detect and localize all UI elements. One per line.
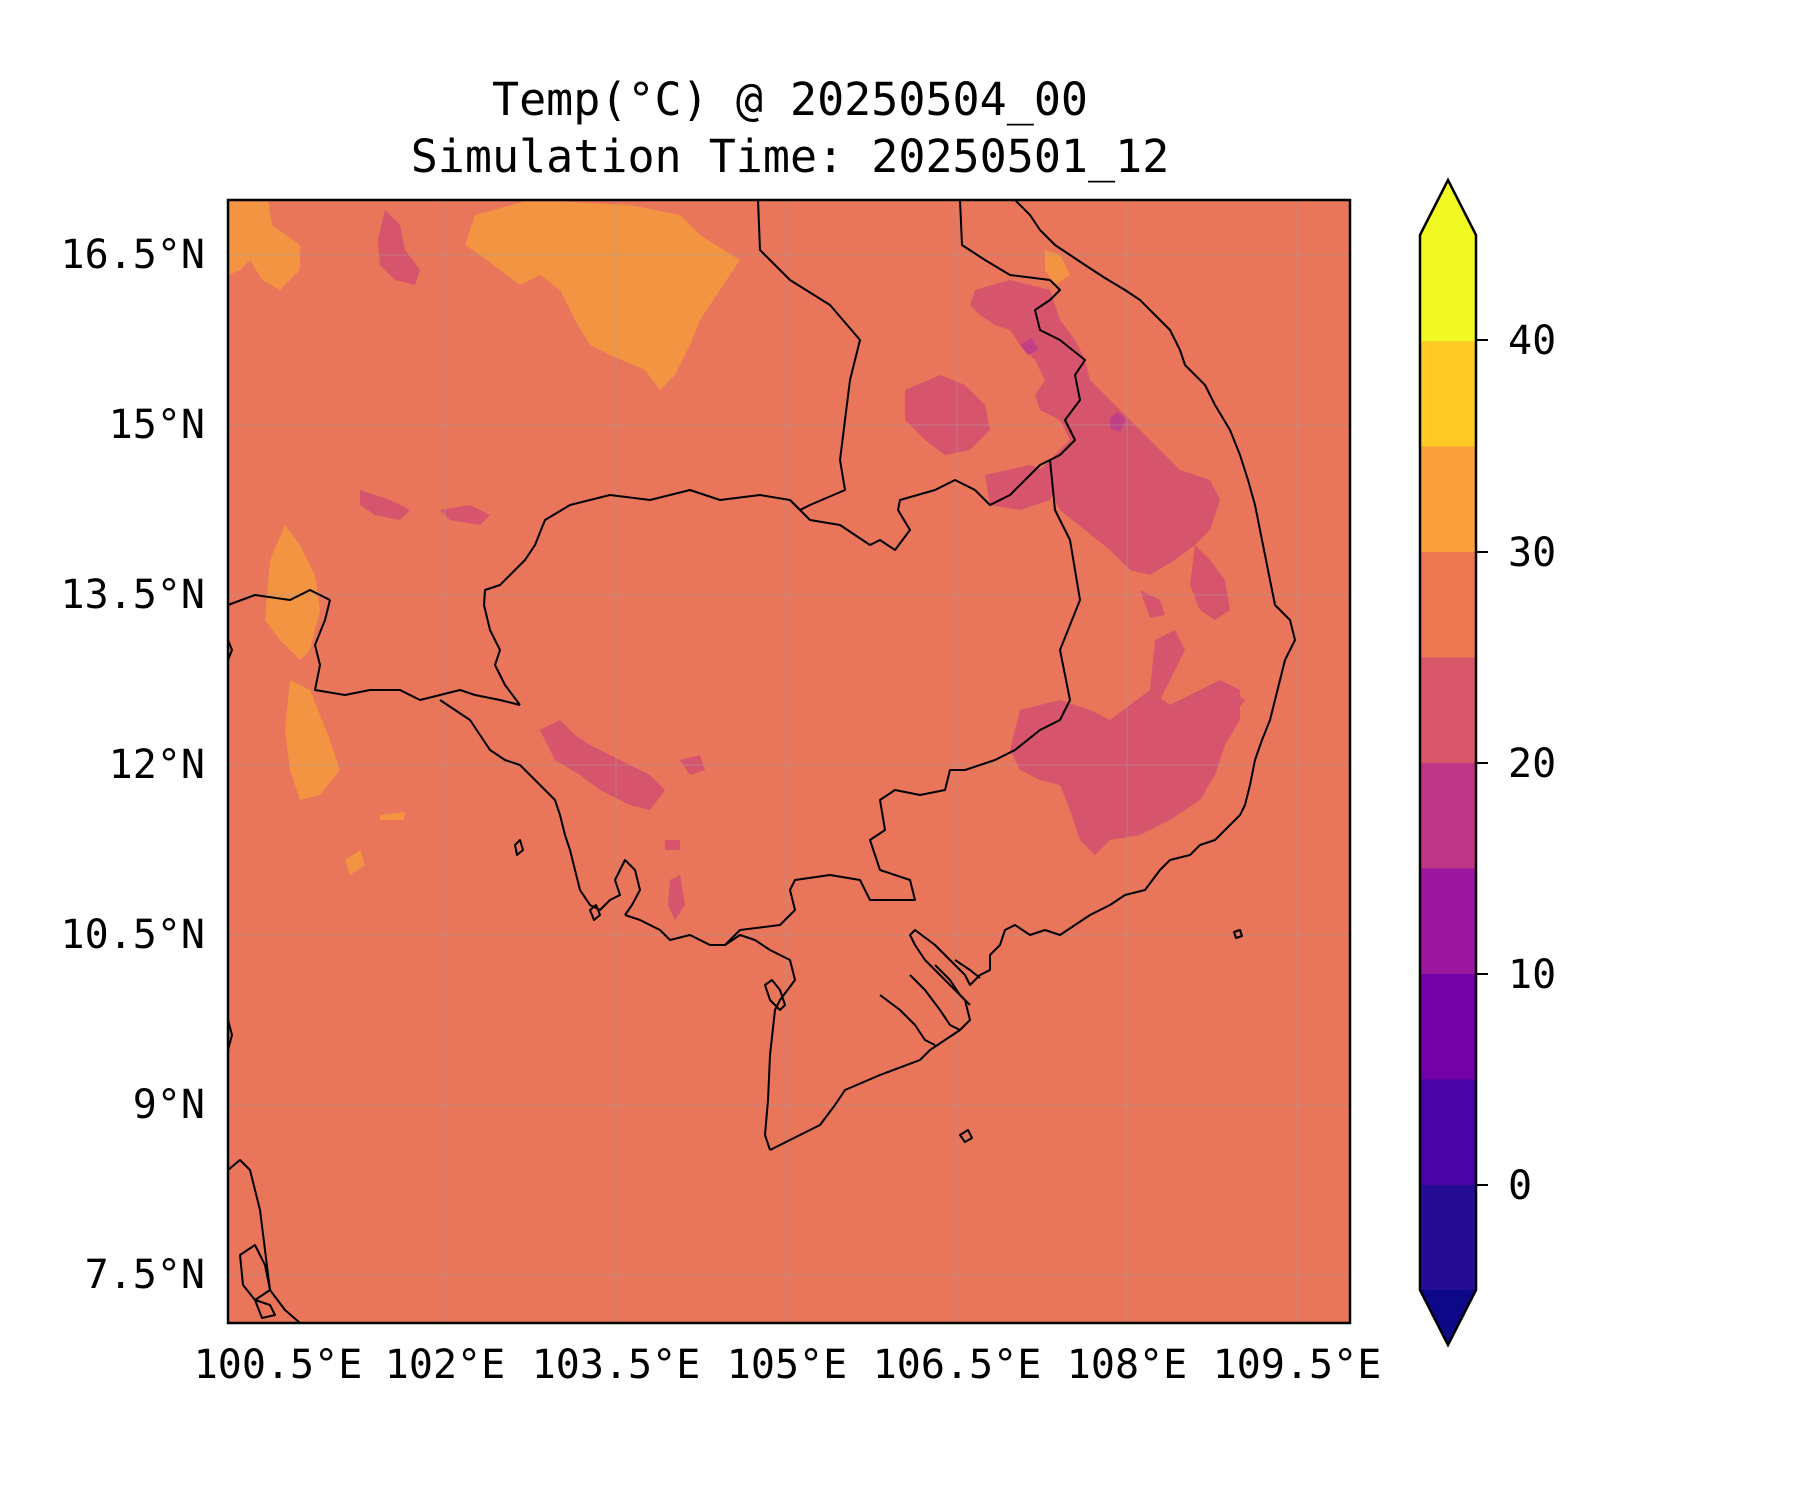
cooler-specks	[1020, 338, 1126, 432]
border-cambodia-vietnam	[724, 459, 1081, 946]
warm-patches	[228, 200, 1070, 875]
map-frame	[226, 198, 1352, 1325]
colorbar-segment	[1420, 446, 1476, 552]
coastlines-and-borders	[227, 199, 1296, 1324]
border-cambodia-laos	[789, 279, 1086, 551]
mekong-branch-3	[934, 964, 971, 1006]
map-panel	[226, 198, 1352, 1325]
lon-tick-label: 102°E	[385, 1342, 505, 1388]
colorbar-high-extension	[1420, 180, 1476, 235]
figure-subtitle: Simulation Time: 20250501_12	[411, 130, 1170, 183]
lon-tick-label: 103.5°E	[532, 1342, 701, 1388]
colorbar-segment	[1420, 973, 1476, 1080]
island-sw-small	[254, 1299, 276, 1319]
lon-tick-label: 100.5°E	[194, 1342, 363, 1388]
colorbar-tick-label: 10	[1508, 952, 1556, 998]
colorbar-tick-label: 40	[1508, 318, 1556, 364]
lat-tick-label: 12°N	[109, 742, 205, 788]
island-phu-quoc	[764, 979, 786, 1011]
lat-tick-label: 9°N	[133, 1082, 205, 1128]
mekong-branch-1	[879, 994, 936, 1046]
colorbar-tick-label: 20	[1508, 741, 1556, 787]
island-east	[1233, 929, 1243, 939]
lat-tick-label: 7.5°N	[85, 1252, 205, 1298]
colorbar-segment	[1420, 1184, 1476, 1291]
island-kong	[514, 839, 524, 856]
coast-cambodia	[624, 914, 796, 1151]
colorbar-tick-label: 30	[1508, 530, 1556, 576]
coast-myanmar-edge	[227, 639, 233, 661]
island-con-son	[959, 1129, 973, 1143]
coast-malaysia	[227, 1159, 301, 1324]
lon-tick-label: 106.5°E	[873, 1342, 1042, 1388]
lon-tick-label: 109.5°E	[1213, 1342, 1382, 1388]
colorbar-segment	[1420, 762, 1476, 869]
lon-tick-label: 105°E	[727, 1342, 847, 1388]
colorbar-segment	[1420, 657, 1476, 763]
colorbar-segment	[1420, 551, 1476, 658]
lon-axis: 100.5°E 102°E 103.5°E 105°E 106.5°E 108°…	[194, 1342, 1382, 1388]
lat-tick-label: 13.5°N	[61, 572, 206, 618]
colorbar-tick-label: 0	[1508, 1163, 1532, 1209]
colorbar-ticks	[1476, 339, 1488, 1186]
border-cambodia-north	[483, 489, 791, 706]
lat-tick-label: 16.5°N	[61, 232, 206, 278]
coast-myanmar-edge-2	[227, 1019, 233, 1051]
coast-vietnam-east	[1014, 199, 1296, 806]
lat-axis: 16.5°N 15°N 13.5°N 12°N 10.5°N 9°N 7.5°N	[61, 232, 206, 1298]
figure-title: Temp(°C) @ 20250504_00	[492, 73, 1088, 126]
coast-mekong-delta	[769, 804, 1246, 1151]
colorbar-segments	[1420, 235, 1476, 1291]
border-thailand-cambodia-west	[314, 599, 521, 706]
lon-tick-label: 108°E	[1067, 1342, 1187, 1388]
island-sw	[239, 1244, 271, 1301]
island-chang	[589, 904, 601, 921]
colorbar-segment	[1420, 340, 1476, 447]
cool-patches	[360, 210, 1245, 920]
colorbar: 40 30 20 10 0	[1418, 177, 1556, 1348]
colorbar-low-extension	[1420, 1290, 1476, 1345]
border-thailand-laos	[757, 199, 861, 511]
colorbar-segment	[1420, 868, 1476, 974]
mekong-branch-2	[909, 974, 961, 1031]
colorbar-segment	[1420, 1079, 1476, 1185]
lat-tick-label: 10.5°N	[61, 912, 206, 958]
mekong-branch-4	[954, 959, 981, 979]
colorbar-outline	[1418, 177, 1478, 1348]
border-thailand-myanmar-stub	[227, 589, 331, 606]
border-laos-vietnam	[959, 199, 1051, 281]
lat-tick-label: 15°N	[109, 402, 205, 448]
gridlines	[228, 200, 1350, 1323]
coast-thailand-east	[439, 699, 641, 916]
colorbar-segment	[1420, 235, 1476, 341]
